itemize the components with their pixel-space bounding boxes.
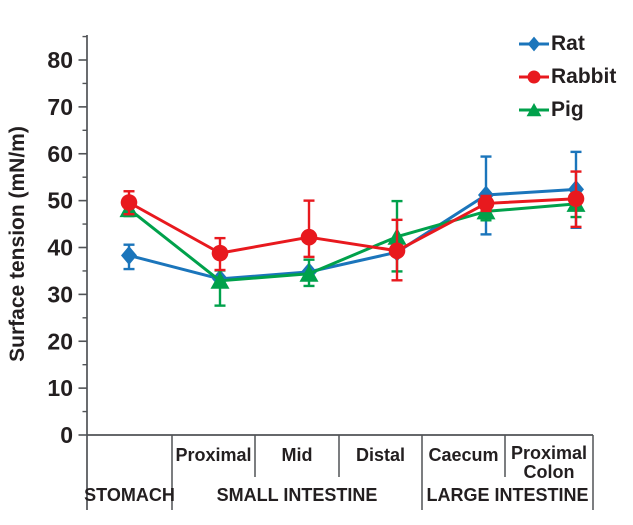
marker-diamond: [527, 36, 541, 51]
y-tick-label: 60: [47, 141, 73, 167]
marker-triangle: [299, 264, 319, 282]
marker-circle: [388, 242, 406, 260]
series-line: [128, 187, 577, 281]
series-line: [128, 202, 577, 283]
legend: Rat Rabbit Pig: [517, 27, 616, 126]
legend-label: Pig: [551, 98, 584, 121]
marker-circle: [211, 244, 229, 262]
marker-circle: [477, 195, 495, 212]
diamond-legend-icon: [519, 36, 549, 51]
y-axis-title: Surface tension (mN/m): [6, 126, 29, 362]
segment-label: Mid: [282, 445, 313, 465]
y-tick-label: 80: [47, 47, 73, 73]
segment-label: Caecum: [428, 445, 498, 465]
segment-label: Colon: [524, 462, 575, 482]
triangle-legend-icon: [519, 102, 549, 116]
y-tick-label: 20: [47, 328, 73, 354]
series-rat: [121, 150, 584, 289]
marker-circle: [120, 194, 138, 211]
marker-circle: [300, 228, 318, 246]
y-tick-label: 70: [47, 94, 73, 120]
marker-circle: [567, 190, 585, 208]
y-tick-label: 30: [47, 281, 73, 307]
organ-group-label: SMALL INTESTINE: [217, 485, 378, 505]
segment-label: Proximal: [511, 443, 587, 463]
marker-diamond: [121, 245, 137, 265]
series-line: [128, 197, 577, 255]
legend-item-pig: Pig: [517, 93, 616, 126]
marker-triangle: [210, 271, 230, 289]
legend-label: Rat: [551, 32, 585, 55]
legend-label: Rabbit: [551, 65, 617, 88]
legend-item-rat: Rat: [517, 27, 616, 60]
segment-label: Distal: [356, 445, 405, 465]
series-rabbit: [120, 170, 585, 282]
marker-triangle: [526, 102, 542, 116]
series-pig: [119, 191, 586, 307]
organ-group-label: STOMACH: [84, 485, 175, 505]
segment-label: Proximal: [175, 445, 251, 465]
y-tick-label: 40: [47, 235, 73, 261]
y-tick-label: 0: [60, 422, 73, 448]
circle-legend-icon: [519, 70, 549, 83]
y-tick-label: 10: [47, 375, 73, 401]
marker-circle: [527, 70, 541, 83]
legend-item-rabbit: Rabbit: [517, 60, 616, 93]
organ-group-label: LARGE INTESTINE: [426, 485, 588, 505]
y-tick-label: 50: [47, 188, 73, 214]
